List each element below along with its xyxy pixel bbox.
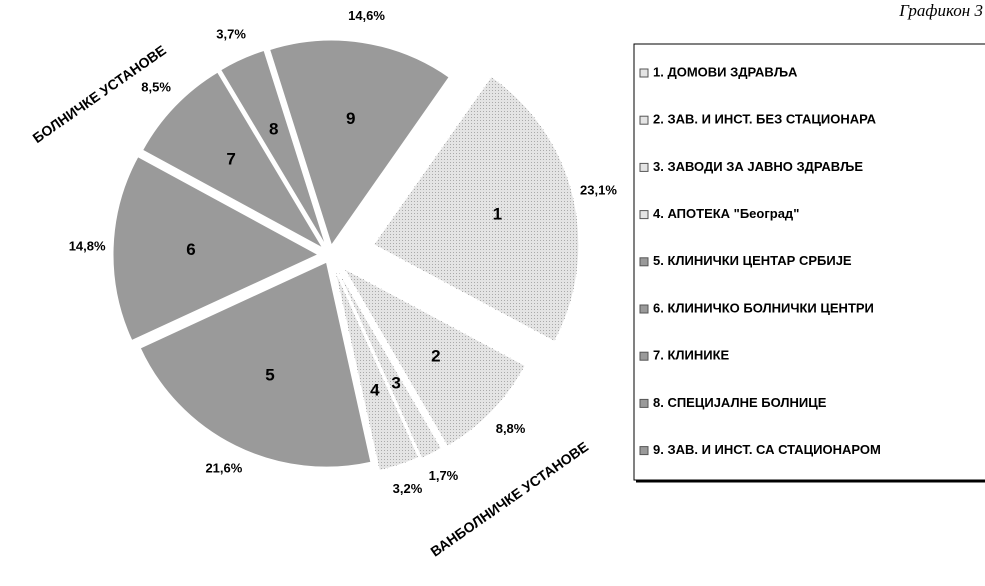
pie-slice xyxy=(269,39,450,247)
legend-swatch xyxy=(639,446,649,456)
legend-swatch xyxy=(639,351,649,361)
slice-texture xyxy=(373,76,579,342)
slice-label: 5 xyxy=(265,366,274,385)
legend-label: 7. КЛИНИКЕ xyxy=(653,348,730,363)
value-label: 8,5% xyxy=(141,80,171,95)
slice-label: 8 xyxy=(269,119,278,138)
value-label: 8,8% xyxy=(496,421,526,436)
legend-label: 5. КЛИНИЧКИ ЦЕНТАР СРБИЈЕ xyxy=(653,253,852,268)
legend-label: 2. ЗАВ. И ИНСТ. БЕЗ СТАЦИОНАРА xyxy=(653,112,877,127)
legend-label: 9. ЗАВ. И ИНСТ. СА СТАЦИОНАРОМ xyxy=(653,442,881,457)
legend-swatch xyxy=(639,304,649,314)
pie-slice xyxy=(141,71,325,250)
legend-label: 4. АПОТЕКА "Београд" xyxy=(653,206,799,221)
value-label: 14,8% xyxy=(69,238,106,253)
value-label: 3,7% xyxy=(216,27,246,42)
value-label: 21,6% xyxy=(205,461,242,476)
slice-label: 7 xyxy=(226,150,235,169)
value-label: 1,7% xyxy=(429,468,459,483)
pie-slice xyxy=(219,49,327,247)
legend-swatch xyxy=(639,210,649,220)
group-annotation: ВАНБОЛНИЧКЕ УСТАНОВЕ xyxy=(427,438,591,559)
slice-label: 2 xyxy=(431,347,440,366)
legend-swatch xyxy=(639,115,649,125)
slice-texture xyxy=(338,271,442,459)
value-label: 3,2% xyxy=(393,481,423,496)
slice-texture xyxy=(335,270,419,471)
pie-slice xyxy=(139,261,372,468)
slice-label: 4 xyxy=(370,380,380,399)
pie-slice xyxy=(112,156,320,342)
slice-label: 1 xyxy=(493,205,502,224)
legend-label: 1. ДОМОВИ ЗДРАВЉА xyxy=(653,64,798,79)
slice-texture xyxy=(344,268,526,447)
value-label: 14,6% xyxy=(348,8,385,23)
chart-title: Графикон 3 xyxy=(898,1,983,20)
legend-swatch xyxy=(639,68,649,78)
slice-label: 6 xyxy=(186,240,195,259)
legend-label: 8. СПЕЦИЈАЛНЕ БОЛНИЦЕ xyxy=(653,395,827,410)
slice-label: 3 xyxy=(391,374,400,393)
legend-swatch xyxy=(639,398,649,408)
value-label: 23,1% xyxy=(580,182,617,197)
legend-swatch xyxy=(639,257,649,267)
legend-label: 3. ЗАВОДИ ЗА ЈАВНО ЗДРАВЉЕ xyxy=(653,159,863,174)
legend-box xyxy=(633,43,985,481)
legend-label: 6. КЛИНИЧКО БОЛНИЧКИ ЦЕНТРИ xyxy=(653,300,874,315)
slice-label: 9 xyxy=(346,109,355,128)
legend-swatch xyxy=(639,162,649,172)
